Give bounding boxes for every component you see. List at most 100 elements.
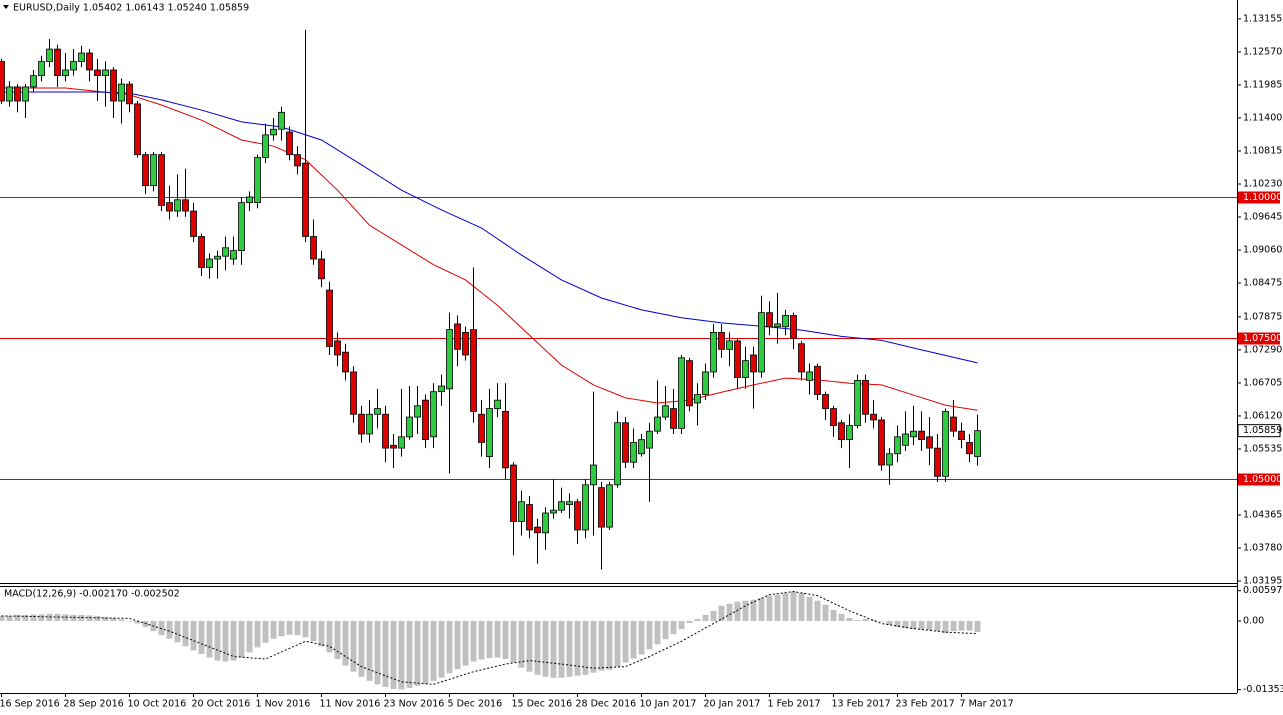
symbol-menu-icon[interactable] (3, 5, 9, 9)
y-tick-label: 1.12570 (1243, 46, 1282, 57)
macd-bar (606, 620, 613, 670)
candle-body (966, 442, 973, 455)
candle-body (166, 202, 173, 212)
macd-bar (838, 613, 845, 621)
macd-bar (598, 620, 605, 671)
candle-body (950, 416, 957, 432)
macd-bar (270, 620, 277, 639)
candle-body (654, 416, 661, 432)
candle-body (38, 61, 45, 77)
candle-body (918, 430, 925, 441)
macd-bar (422, 620, 429, 684)
candle-body (486, 408, 493, 457)
macd-bar (22, 614, 29, 621)
candle-body (758, 312, 765, 373)
y-tick-label: 1.10815 (1243, 145, 1282, 156)
candle-body (662, 405, 669, 418)
candle-body (694, 394, 701, 404)
macd-bar (30, 614, 37, 621)
y-tick-label: 0.00 (1243, 615, 1264, 626)
candle-body (878, 419, 885, 466)
macd-bar (942, 620, 949, 634)
macd-bar (110, 617, 117, 621)
macd-bar (342, 620, 349, 666)
macd-bar (494, 620, 501, 658)
candle-body (630, 442, 637, 463)
macd-bar (678, 620, 685, 630)
x-tick-label: 28 Sep 2016 (64, 699, 124, 710)
candle-body (422, 399, 429, 441)
macd-bar (702, 614, 709, 621)
candle-body (350, 371, 357, 415)
macd-bar (798, 593, 805, 621)
candle-body (638, 439, 645, 455)
macd-bar (534, 620, 541, 675)
candle-body (222, 247, 229, 257)
macd-bar (654, 620, 661, 645)
candle-body (126, 83, 133, 105)
candle-body (246, 196, 253, 204)
macd-bar (326, 620, 333, 653)
candle-body (710, 332, 717, 373)
macd-bar (86, 615, 93, 621)
macd-bar (566, 620, 573, 677)
candle-body (582, 484, 589, 531)
y-tick-label: 0.005971 (1243, 585, 1283, 596)
candle-body (414, 405, 421, 418)
macd-bar (366, 620, 373, 681)
candle-body (86, 52, 93, 71)
macd-bar (398, 620, 405, 690)
candle-body (782, 315, 789, 328)
level-label: 1.07500 (1243, 333, 1282, 344)
macd-bar (966, 620, 973, 631)
candle-body (230, 250, 237, 260)
candle-body (854, 379, 861, 426)
candle-body (302, 162, 309, 237)
macd-bar (662, 620, 669, 640)
y-tick-label: 1.09060 (1243, 245, 1282, 256)
macd-bar (198, 620, 205, 654)
candle-body (510, 464, 517, 522)
y-tick-label: 1.07290 (1243, 344, 1282, 355)
macd-bar (94, 615, 101, 621)
y-tick-label: 1.10230 (1243, 178, 1282, 189)
candle-body (6, 86, 13, 102)
macd-bar (374, 620, 381, 685)
y-tick-label: 1.11985 (1243, 79, 1282, 90)
macd-bar (414, 620, 421, 686)
y-tick-label: 1.08475 (1243, 278, 1282, 289)
macd-bar (206, 620, 213, 658)
candle-body (574, 501, 581, 531)
candle-body (62, 69, 69, 77)
level-label: 1.05000 (1243, 474, 1282, 485)
macd-bar (814, 600, 821, 621)
candle-body (542, 512, 549, 534)
macd-bar (302, 620, 309, 638)
candle-body (358, 413, 365, 435)
macd-bar (854, 619, 861, 621)
candle-body (974, 430, 981, 457)
candle-body (462, 332, 469, 356)
macd-bar (926, 620, 933, 631)
y-tick-label: 1.05535 (1243, 443, 1282, 454)
candle-body (326, 289, 333, 347)
y-tick-label: 1.11400 (1243, 112, 1282, 123)
macd-bar (758, 598, 765, 621)
macd-bar (262, 620, 269, 643)
candle-body (174, 199, 181, 212)
candle-body (894, 436, 901, 455)
macd-bar (446, 620, 453, 674)
candle-body (382, 413, 389, 449)
macd-bar (550, 620, 557, 678)
y-tick-label: 1.03195 (1243, 576, 1282, 587)
level-label-box (1238, 473, 1280, 486)
candle-body (750, 354, 757, 373)
candle-body (670, 408, 677, 429)
candle-body (190, 210, 197, 237)
macd-bar (614, 620, 621, 667)
candle-body (494, 399, 501, 410)
candle-body (14, 86, 21, 102)
candle-body (934, 447, 941, 477)
candle-body (646, 430, 653, 449)
candle-body (902, 433, 909, 446)
